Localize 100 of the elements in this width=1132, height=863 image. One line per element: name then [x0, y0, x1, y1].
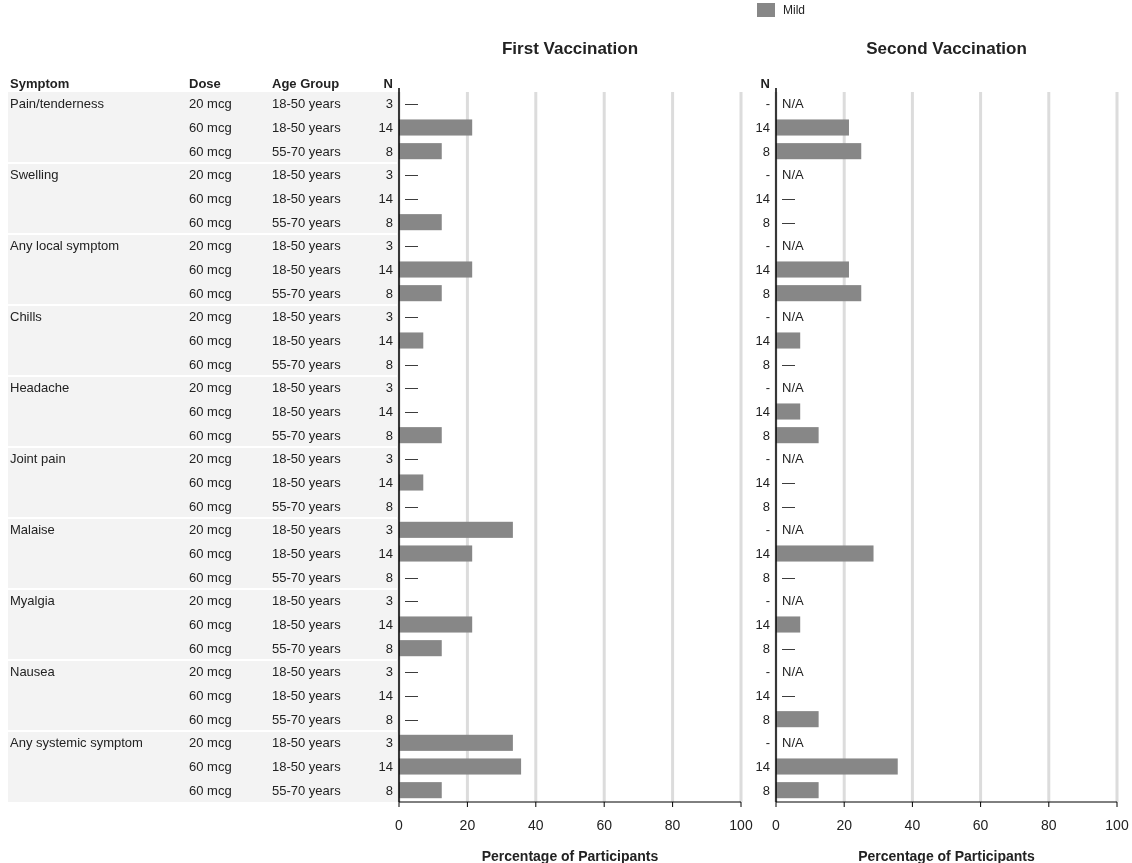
category-label: Chills 20 mcg 18-50 years 3 [10, 309, 393, 325]
category-label: 60 mcg 18-50 years 14 [189, 688, 393, 704]
data-label: — [405, 356, 418, 372]
bar [399, 734, 513, 751]
category-label: 60 mcg 55-70 years 8 [189, 640, 393, 656]
bar [399, 143, 442, 160]
category-label: 60 mcg 55-70 years 8 [189, 427, 393, 443]
text: N/A [782, 238, 804, 254]
bar [399, 474, 424, 491]
y-tick-label: 14 [755, 475, 770, 491]
bar [399, 758, 522, 775]
data-label: — [405, 238, 418, 254]
data-label: — [405, 593, 418, 609]
x-axis-title: Percentage of Participants [481, 848, 659, 863]
x-tick-label: 20 [459, 817, 476, 833]
x-tick-label: 60 [596, 817, 613, 833]
data-label: — [405, 498, 418, 514]
data-label: — [405, 380, 418, 396]
text: N/A [782, 96, 804, 112]
y-tick-label: 14 [755, 617, 770, 633]
chart-title: First Vaccination [501, 39, 639, 58]
y-tick-label: 8 [762, 427, 770, 443]
bar [399, 616, 473, 633]
bar [776, 403, 801, 420]
bar [399, 119, 473, 136]
category-label: 60 mcg 18-50 years 14 [189, 759, 393, 775]
y-tick-label: 8 [762, 285, 770, 301]
category-label: 60 mcg 55-70 years 8 [189, 782, 393, 798]
y-tick-label: 8 [762, 569, 770, 585]
x-tick-label: 100 [729, 817, 753, 833]
bar [399, 285, 442, 302]
y-tick-label: - [765, 522, 770, 538]
bar [399, 214, 442, 231]
y-tick-label: - [765, 593, 770, 609]
x-tick-label: 60 [972, 817, 989, 833]
bar [399, 261, 473, 278]
bar [776, 545, 874, 562]
y-tick-label: 8 [762, 214, 770, 230]
category-label: Any local symptom 20 mcg 18-50 years 3 [10, 238, 393, 254]
y-tick-label: 14 [755, 333, 770, 349]
legend-label: Mild [783, 3, 806, 18]
category-label: Malaise 20 mcg 18-50 years 3 [10, 522, 393, 538]
category-label: 60 mcg 55-70 years 8 [189, 711, 393, 727]
chart-title: Second Vaccination [866, 39, 1027, 58]
category-label: 60 mcg 18-50 years 14 [189, 120, 393, 136]
text: N/A [782, 522, 804, 538]
bar [776, 711, 819, 728]
bar [399, 521, 513, 538]
text: N/A [782, 451, 804, 467]
category-label: 60 mcg 55-70 years 8 [189, 498, 393, 514]
y-tick-label: 8 [762, 711, 770, 727]
y-tick-label: - [765, 238, 770, 254]
y-tick-label: - [765, 380, 770, 396]
data-label: — [405, 167, 418, 183]
bar [399, 332, 424, 349]
category-label: 60 mcg 55-70 years 8 [189, 356, 393, 372]
bar [399, 427, 442, 444]
category-label: 60 mcg 18-50 years 14 [189, 617, 393, 633]
y-tick-label: 8 [762, 356, 770, 372]
data-label: — [782, 640, 795, 656]
data-label: — [405, 191, 418, 207]
data-label: — [782, 569, 795, 585]
category-label: 60 mcg 18-50 years 14 [189, 475, 393, 491]
category-label: Pain/tenderness 20 mcg 18-50 years 3 [10, 96, 393, 112]
bar [776, 427, 819, 444]
x-tick-label: 0 [395, 817, 404, 833]
x-tick-label: 40 [904, 817, 921, 833]
data-label: — [782, 498, 795, 514]
text: N/A [782, 735, 804, 751]
category-label: Joint pain 20 mcg 18-50 years 3 [10, 451, 393, 467]
y-tick-label: 8 [762, 640, 770, 656]
y-tick-label: 14 [755, 404, 770, 420]
data-label: — [782, 191, 795, 207]
y-tick-label: - [765, 451, 770, 467]
data-label: — [405, 711, 418, 727]
category-label: 60 mcg 18-50 years 14 [189, 404, 393, 420]
category-label: Headache 20 mcg 18-50 years 3 [10, 380, 393, 396]
category-label: Myalgia 20 mcg 18-50 years 3 [10, 593, 393, 609]
category-label: 60 mcg 18-50 years 14 [189, 333, 393, 349]
data-label: — [405, 688, 418, 704]
data-label: — [405, 569, 418, 585]
text: N/A [782, 664, 804, 680]
data-label: — [405, 664, 418, 680]
y-tick-label: 14 [755, 759, 770, 775]
x-tick-label: 40 [528, 817, 544, 833]
bar [776, 758, 898, 775]
category-label: Nausea 20 mcg 18-50 years 3 [10, 664, 393, 680]
x-axis-title: Percentage of Participants [858, 848, 1036, 863]
x-tick-label: 20 [836, 817, 853, 833]
data-label: — [782, 688, 795, 704]
data-label: — [405, 96, 418, 112]
y-tick-label: - [765, 96, 770, 112]
y-tick-label: 14 [755, 120, 770, 136]
bar [776, 143, 862, 160]
y-tick-label: 14 [755, 262, 770, 278]
y-tick-label: - [765, 309, 770, 325]
y-tick-label: 14 [755, 191, 770, 207]
category-label: 60 mcg 18-50 years 14 [189, 262, 393, 278]
category-label: 60 mcg 55-70 years 8 [189, 214, 393, 230]
bar [399, 782, 442, 799]
